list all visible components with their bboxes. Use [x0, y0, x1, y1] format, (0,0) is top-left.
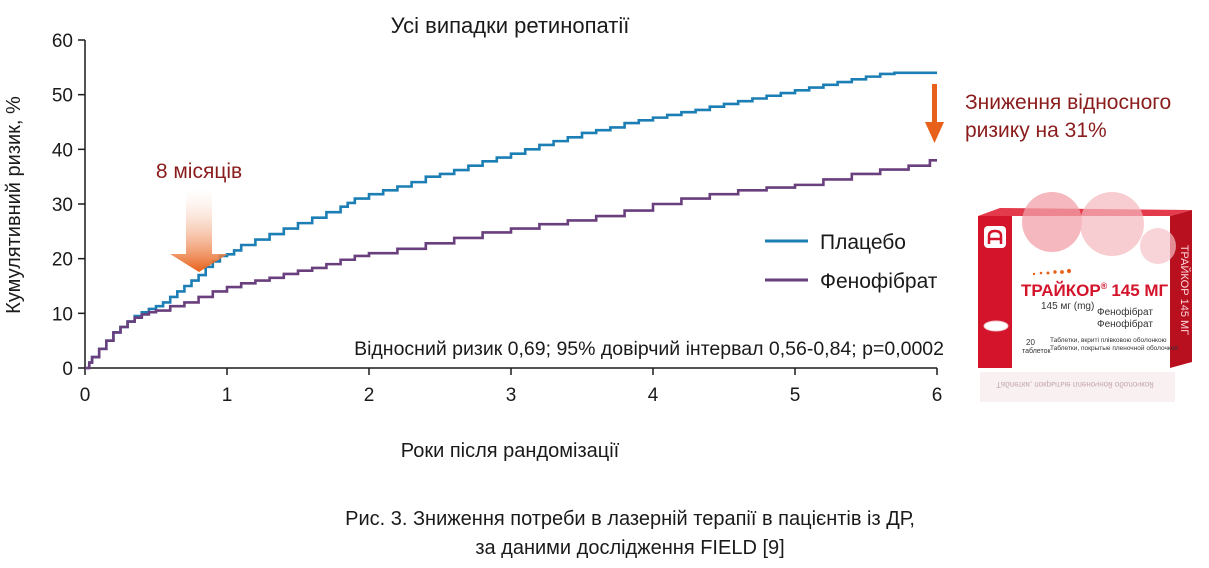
- y-tick-label: 20: [52, 250, 73, 271]
- risk-reduction-arrow-icon: [925, 84, 944, 143]
- product-ingredient-2: Фенофібрат: [1097, 318, 1153, 330]
- product-side-text: ТРАЙКОР 145 МГ: [1178, 245, 1191, 335]
- y-tick-label: 50: [52, 86, 73, 107]
- product-brand: ТРАЙКОР® 145 МГ: [1021, 281, 1169, 300]
- product-count-num: 20: [1026, 338, 1035, 347]
- x-tick-label: 2: [364, 385, 375, 406]
- series-line-placebo: [85, 71, 937, 370]
- y-tick-label: 40: [52, 140, 73, 161]
- x-tick-label: 5: [790, 385, 801, 406]
- x-tick-label: 6: [932, 385, 943, 406]
- y-axis-ticks: 0 10 20 30 40 50 60: [52, 31, 85, 380]
- x-tick-label: 3: [506, 385, 517, 406]
- y-tick-label: 10: [52, 304, 73, 325]
- tablet-icon: [983, 320, 1009, 332]
- legend-label-fenofibrate: Фенофібрат: [820, 270, 938, 293]
- figure-caption-line-2: за даними дослідження FIELD [9]: [475, 537, 785, 559]
- x-tick-label: 1: [222, 385, 233, 406]
- product-package: Таблетки, покрытые пленочной оболочкой Т…: [978, 192, 1192, 402]
- x-axis-title: Роки після рандомізації: [401, 440, 620, 462]
- months-annotation: 8 місяців: [156, 160, 242, 183]
- product-count-word: таблеток: [1022, 347, 1051, 355]
- stats-annotation: Відносний ризик 0,69; 95% довірчий інтер…: [354, 338, 944, 360]
- y-tick-label: 60: [52, 31, 73, 52]
- months-arrow-icon: [170, 188, 228, 272]
- product-desc-2: Таблетки, покрытые пленочной оболочкой: [1050, 344, 1178, 352]
- product-reflection-text: Таблетки, покрытые пленочной оболочкой: [996, 380, 1154, 389]
- product-desc-1: Таблетки, вкриті плівковою оболонкою: [1050, 336, 1167, 344]
- product-ingredient-1: Фенофібрат: [1097, 306, 1153, 318]
- risk-reduction-line-1: Зниження відносного: [965, 91, 1171, 114]
- risk-reduction-line-2: ризику на 31%: [965, 119, 1107, 142]
- legend-label-placebo: Плацебо: [820, 231, 906, 254]
- x-tick-label: 0: [80, 385, 91, 406]
- series-group: [85, 71, 937, 370]
- y-axis-title: Кумулятивний ризик, %: [3, 96, 25, 314]
- x-axis-ticks: 0 1 2 3 4 5 6: [80, 368, 943, 406]
- legend: Плацебо Фенофібрат: [765, 231, 938, 293]
- product-dose-small: 145 мг (mg): [1041, 301, 1094, 312]
- figure-caption-line-1: Рис. 3. Зниження потреби в лазерній тера…: [345, 508, 915, 530]
- series-line-fenofibrate: [85, 158, 937, 370]
- x-tick-label: 4: [648, 385, 659, 406]
- y-tick-label: 0: [62, 359, 73, 380]
- abbott-logo-icon: [984, 226, 1006, 248]
- y-tick-label: 30: [52, 195, 73, 216]
- chart-title: Усі випадки ретинопатії: [391, 13, 630, 38]
